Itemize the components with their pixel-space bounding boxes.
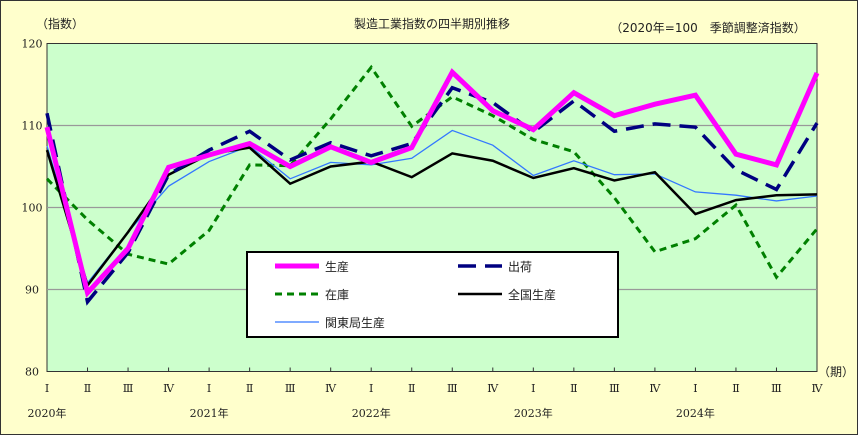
x-tick-label: Ⅰ xyxy=(693,382,697,395)
y-axis-label: （指数） xyxy=(36,16,84,31)
x-tick-label: Ⅳ xyxy=(487,382,499,395)
series-line-1 xyxy=(45,85,819,306)
x-tick-label: Ⅰ xyxy=(531,382,535,395)
x-tick-label: Ⅱ xyxy=(570,382,577,395)
legend-label-1: 出荷 xyxy=(508,260,532,274)
chart-title: 製造工業指数の四半期別推移 xyxy=(354,16,510,31)
y-tick-label: 80 xyxy=(25,366,39,379)
legend-label-0: 生産 xyxy=(325,259,349,274)
year-label: 2020年 xyxy=(28,406,67,420)
x-tick-label: Ⅱ xyxy=(84,382,91,395)
legend-label-3: 全国生産 xyxy=(508,287,556,302)
x-tick-label: Ⅱ xyxy=(246,382,253,395)
x-axis-label: （期） xyxy=(818,365,854,379)
x-tick-label: Ⅳ xyxy=(163,382,175,395)
series-line-2 xyxy=(45,64,819,280)
chart-subtitle: （2020年=100 季節調整済指数） xyxy=(610,20,806,35)
x-tick-label: Ⅱ xyxy=(408,382,415,395)
year-label: 2021年 xyxy=(190,406,229,420)
series-line-0 xyxy=(44,68,820,298)
year-label: 2024年 xyxy=(676,406,715,420)
y-tick-label: 120 xyxy=(22,38,43,51)
x-tick-label: Ⅰ xyxy=(45,382,49,395)
x-tick-label: Ⅳ xyxy=(649,382,661,395)
x-tick-label: Ⅱ xyxy=(732,382,739,395)
year-label: 2022年 xyxy=(352,406,391,420)
x-tick-label: Ⅳ xyxy=(812,382,824,395)
x-tick-label: Ⅲ xyxy=(447,382,458,395)
y-tick-label: 100 xyxy=(22,202,43,215)
x-tick-label: Ⅲ xyxy=(609,382,620,395)
y-tick-label: 110 xyxy=(22,120,43,133)
x-tick-label: Ⅲ xyxy=(123,382,134,395)
series-line-4 xyxy=(46,129,818,285)
x-tick-label: Ⅰ xyxy=(207,382,211,395)
y-tick-label: 90 xyxy=(25,284,39,297)
legend-label-2: 在庫 xyxy=(325,288,349,302)
x-tick-label: Ⅲ xyxy=(771,382,782,395)
year-label: 2023年 xyxy=(514,406,553,420)
legend-label-4: 関東局生産 xyxy=(325,315,385,330)
x-tick-label: Ⅰ xyxy=(369,382,373,395)
x-tick-label: Ⅲ xyxy=(285,382,296,395)
x-tick-label: Ⅳ xyxy=(325,382,337,395)
